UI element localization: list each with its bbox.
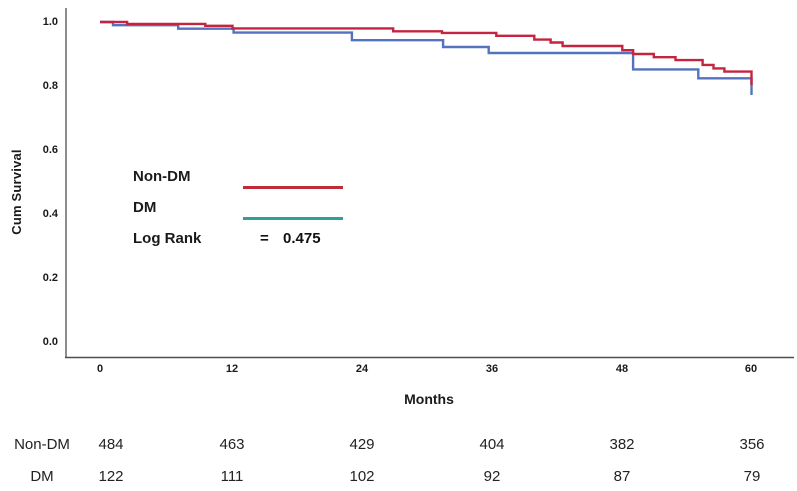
risk-value: 87	[613, 468, 631, 485]
y-tick-label-0.0: 0.0	[42, 336, 58, 348]
log-rank-equals: =	[260, 230, 269, 247]
y-tick-label-0.2: 0.2	[42, 272, 58, 284]
risk-value: 463	[219, 436, 245, 453]
y-tick-label-0.6: 0.6	[42, 144, 58, 156]
x-tick-label-0: 0	[96, 363, 104, 375]
risk-value: 484	[98, 436, 124, 453]
log-rank-value: 0.475	[283, 230, 321, 247]
x-tick-label-24: 24	[355, 363, 369, 375]
legend-label-non-dm: Non-DM	[133, 168, 191, 185]
x-tick-label-60: 60	[744, 363, 758, 375]
risk-value: 382	[609, 436, 635, 453]
legend-row-non-dm: Non-DM	[133, 164, 393, 195]
legend-line-non-dm	[243, 186, 343, 189]
log-rank-label: Log Rank	[133, 230, 202, 247]
y-tick-label-0.4: 0.4	[42, 208, 58, 220]
risk-value: 111	[220, 468, 244, 485]
legend-row-dm: DM	[133, 195, 393, 226]
x-tick-label-48: 48	[615, 363, 629, 375]
risk-row-label-dm: DM	[30, 468, 54, 485]
risk-value: 79	[743, 468, 761, 485]
risk-value: 92	[483, 468, 501, 485]
risk-value: 122	[98, 468, 124, 485]
risk-value: 429	[349, 436, 375, 453]
risk-value: 356	[739, 436, 765, 453]
risk-value: 102	[349, 468, 375, 485]
y-tick-label-1.0: 1.0	[42, 16, 58, 28]
survival-curves-canvas	[65, 8, 794, 359]
legend-line-dm	[243, 217, 343, 220]
risk-value: 404	[479, 436, 505, 453]
x-tick-label-12: 12	[225, 363, 239, 375]
risk-row-label-non-dm: Non-DM	[14, 436, 70, 453]
x-tick-label-36: 36	[485, 363, 499, 375]
x-axis-title: Months	[404, 391, 454, 407]
legend-label-dm: DM	[133, 199, 157, 216]
y-tick-label-0.8: 0.8	[42, 80, 58, 92]
legend-row-log-rank: Log Rank = 0.475	[133, 226, 393, 257]
legend: Non-DM DM Log Rank = 0.475	[133, 164, 393, 257]
